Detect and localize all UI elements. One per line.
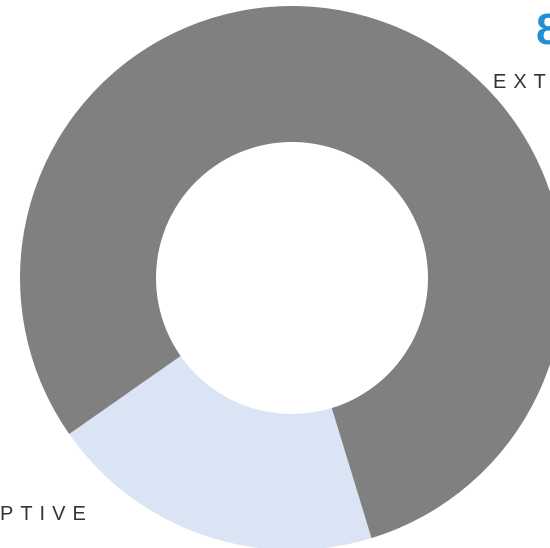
donut-slice [20,6,550,539]
category-label: EXT [493,71,550,93]
category-label: PTIVE [0,503,93,525]
value-label: 8 [536,5,550,54]
donut-slice [69,356,372,548]
slices [20,6,550,548]
